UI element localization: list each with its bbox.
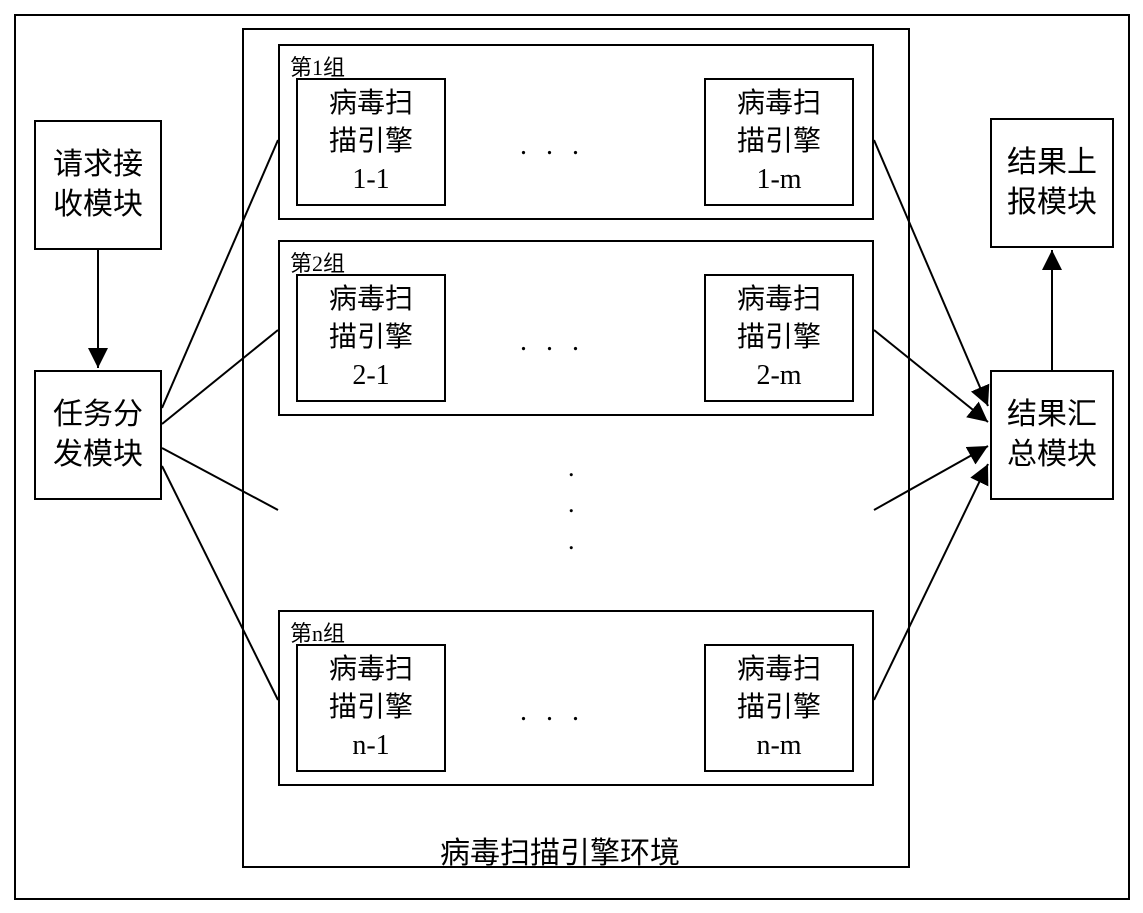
task-dispatch-label: 任务分发模块 (53, 395, 143, 476)
engine-2-1: 病毒扫描引擎2-1 (296, 274, 446, 402)
engine-env-label: 病毒扫描引擎环境 (440, 828, 680, 872)
result-report-module: 结果上报模块 (990, 118, 1114, 248)
engine-2-1-label: 病毒扫描引擎2-1 (329, 281, 413, 394)
engine-1-1-label: 病毒扫描引擎1-1 (329, 85, 413, 198)
group-n-dots: . . . (520, 696, 585, 728)
engine-1-1: 病毒扫描引擎1-1 (296, 78, 446, 206)
engine-1-m-label: 病毒扫描引擎1-m (737, 85, 821, 198)
engine-1-m: 病毒扫描引擎1-m (704, 78, 854, 206)
request-receive-label: 请求接收模块 (53, 145, 143, 226)
group-2-dots: . . . (520, 326, 585, 358)
engine-n-m-label: 病毒扫描引擎n-m (737, 651, 821, 764)
request-receive-module: 请求接收模块 (34, 120, 162, 250)
engine-n-1: 病毒扫描引擎n-1 (296, 644, 446, 772)
engine-2-m-label: 病毒扫描引擎2-m (737, 281, 821, 394)
result-report-label: 结果上报模块 (1007, 143, 1097, 224)
task-dispatch-module: 任务分发模块 (34, 370, 162, 500)
engine-n-1-label: 病毒扫描引擎n-1 (329, 651, 413, 764)
engine-n-m: 病毒扫描引擎n-m (704, 644, 854, 772)
engine-2-m: 病毒扫描引擎2-m (704, 274, 854, 402)
result-aggregate-module: 结果汇总模块 (990, 370, 1114, 500)
groups-vertical-dots: ... (568, 450, 575, 559)
group-1-dots: . . . (520, 130, 585, 162)
result-aggregate-label: 结果汇总模块 (1007, 395, 1097, 476)
